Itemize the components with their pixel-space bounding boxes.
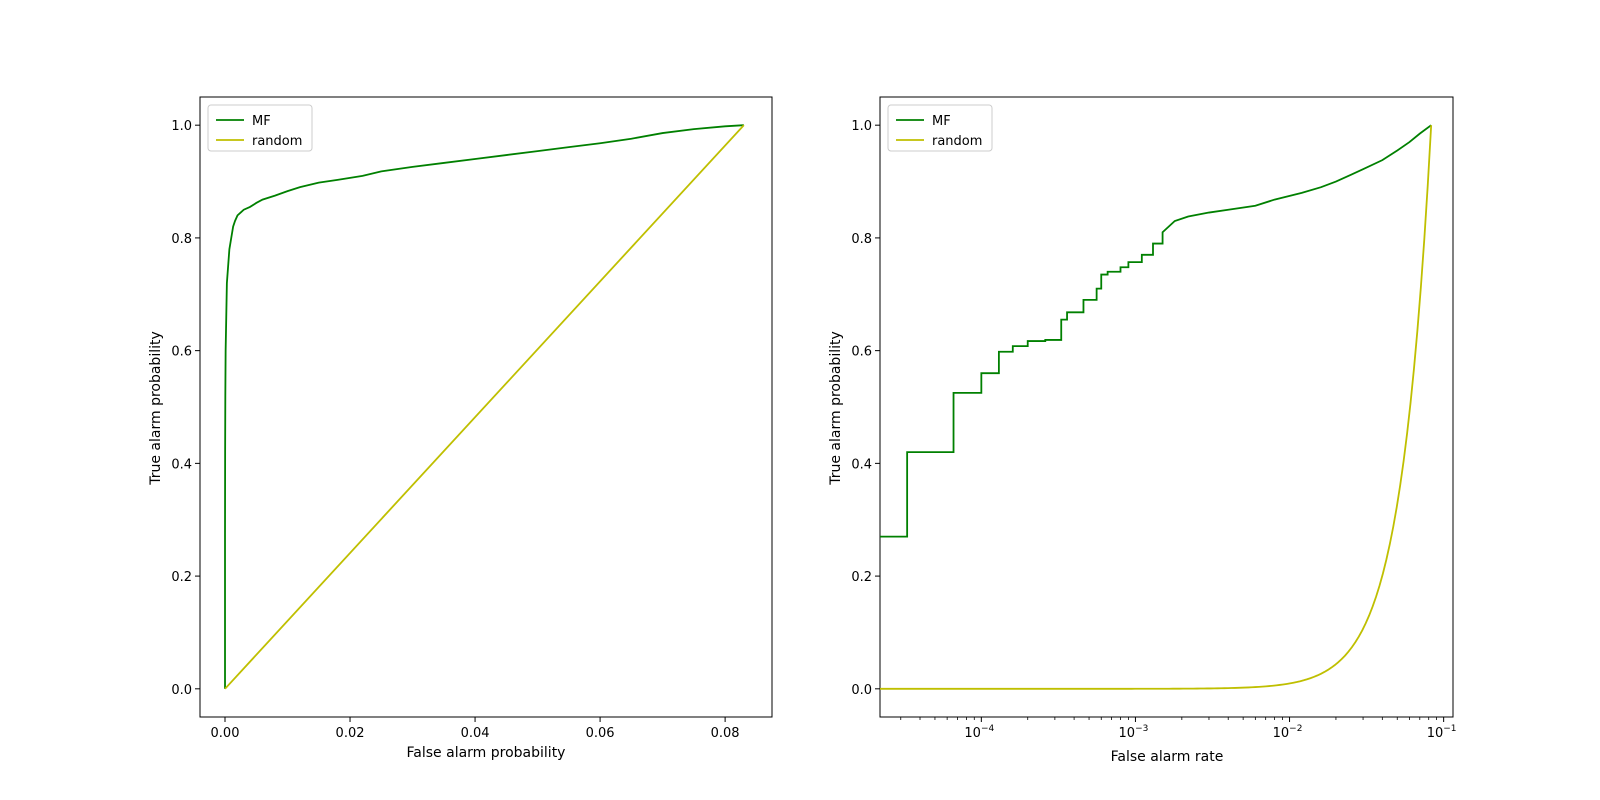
left-x-axis-label: False alarm probability — [407, 745, 566, 761]
right-random-series-line — [880, 125, 1433, 690]
left-y-axis-label: True alarm probability — [148, 331, 164, 486]
left-random-series-line — [224, 124, 745, 690]
right-x-tick-label: 10−3 — [1119, 724, 1149, 741]
left-y-tick-label: 0.8 — [171, 232, 192, 247]
right-x-axis-label: False alarm rate — [1111, 749, 1224, 765]
right-y-tick-label: 0.2 — [851, 570, 872, 585]
left-y-tick-label: 0.4 — [171, 457, 192, 472]
left-y-tick-label: 1.0 — [171, 119, 192, 134]
right-legend-label-random: random — [932, 134, 982, 149]
left-x-tick-label: 0.02 — [336, 726, 365, 741]
right-legend-label-mf: MF — [932, 114, 951, 129]
right-roc-panel: False alarm rate True alarm probability … — [828, 96, 1457, 765]
left-y-tick-label: 0.6 — [171, 345, 192, 360]
right-y-tick-label: 0.8 — [851, 232, 872, 247]
right-y-tick-label: 0.4 — [851, 457, 872, 472]
left-x-tick-label: 0.06 — [586, 726, 615, 741]
left-roc-panel: False alarm probability True alarm proba… — [148, 96, 773, 761]
left-x-tick-label: 0.04 — [461, 726, 490, 741]
right-y-axis-label: True alarm probability — [828, 331, 844, 486]
right-y-tick-label: 0.0 — [851, 683, 872, 698]
left-y-tick-label: 0.0 — [171, 683, 192, 698]
left-x-tick-label: 0.00 — [211, 726, 240, 741]
right-x-tick-label: 10−4 — [964, 724, 994, 741]
right-y-tick-label: 0.6 — [851, 345, 872, 360]
left-legend-label-mf: MF — [252, 114, 271, 129]
right-y-tick-label: 1.0 — [851, 119, 872, 134]
left-plot-frame — [199, 96, 773, 718]
left-y-tick-label: 0.2 — [171, 570, 192, 585]
left-mf-series-line — [224, 124, 744, 689]
right-x-tick-label: 10−1 — [1427, 724, 1457, 741]
right-mf-series-line — [880, 124, 1432, 538]
right-x-tick-label: 10−2 — [1273, 724, 1303, 741]
left-legend-label-random: random — [252, 134, 302, 149]
right-plot-frame — [879, 96, 1454, 718]
left-x-tick-label: 0.08 — [711, 726, 740, 741]
